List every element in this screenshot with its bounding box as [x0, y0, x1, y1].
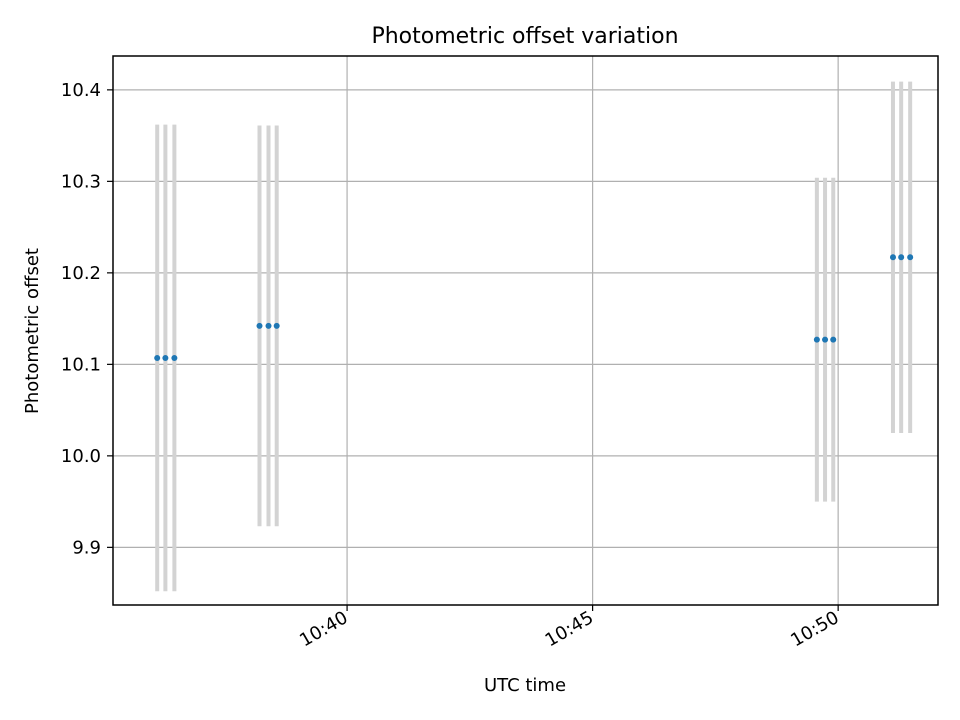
grid	[113, 56, 938, 605]
y-tick-label: 9.9	[72, 537, 101, 558]
data-point	[162, 354, 169, 361]
x-axis-label: UTC time	[484, 675, 566, 696]
data-points	[154, 254, 914, 361]
data-point	[889, 254, 896, 261]
y-tick-label: 10.2	[61, 263, 101, 284]
y-tick-label: 10.1	[61, 354, 101, 375]
data-point	[830, 336, 837, 343]
data-point	[265, 322, 272, 329]
x-tick-label: 10:45	[542, 607, 597, 651]
data-point	[898, 254, 905, 261]
data-point	[907, 254, 914, 261]
x-axis-ticks: 10:40 10:45 10:50	[296, 605, 843, 651]
x-tick-label: 10:50	[787, 607, 842, 651]
y-tick-label: 10.0	[61, 446, 101, 467]
data-point	[813, 336, 820, 343]
y-axis-label: Photometric offset	[22, 248, 43, 414]
data-point	[154, 354, 161, 361]
chart-title: Photometric offset variation	[371, 24, 678, 49]
y-tick-label: 10.4	[61, 80, 101, 101]
data-point	[822, 336, 829, 343]
x-tick-label: 10:40	[296, 607, 351, 651]
data-point	[256, 322, 263, 329]
y-tick-label: 10.3	[61, 171, 101, 192]
data-point	[171, 354, 178, 361]
data-point	[273, 322, 280, 329]
plot-frame	[112, 55, 939, 606]
error-bars	[155, 81, 913, 592]
y-axis-ticks: 9.9 10.0 10.1 10.2 10.3 10.4	[61, 80, 113, 558]
